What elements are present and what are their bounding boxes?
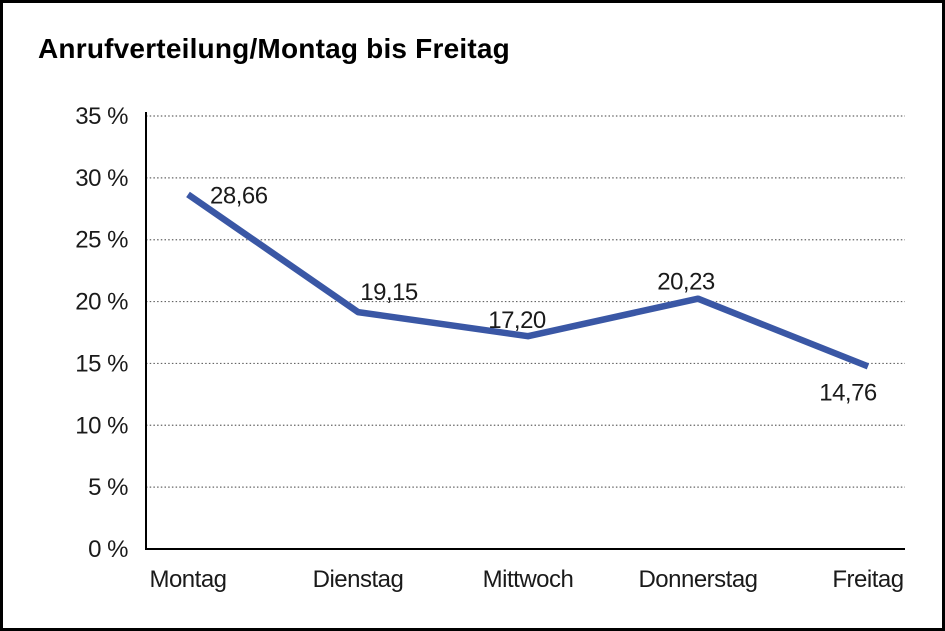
x-category-label: Mittwoch	[483, 566, 574, 593]
y-tick-label: 30 %	[75, 165, 128, 192]
y-tick-label: 20 %	[75, 289, 128, 316]
y-tick-label: 35 %	[75, 103, 128, 130]
y-tick-label: 25 %	[75, 227, 128, 254]
x-category-label: Freitag	[832, 566, 903, 593]
value-label: 28,66	[210, 182, 268, 209]
value-label: 14,76	[819, 379, 877, 406]
line-chart: 0 % 5 % 10 % 15 % 20 % 25 % 30 % 35 % Montag Dien…	[75, 103, 905, 593]
x-category-label: Montag	[149, 566, 226, 593]
chart-title: Anrufverteilung/Montag bis Freitag	[38, 33, 510, 64]
x-category-label: Dienstag	[313, 566, 404, 593]
value-label: 20,23	[657, 269, 715, 296]
y-tick-label: 15 %	[75, 350, 128, 377]
y-tick-label: 5 %	[88, 474, 128, 501]
y-tick-label: 0 %	[88, 536, 128, 563]
value-label: 19,15	[360, 279, 418, 306]
value-label: 17,20	[488, 307, 546, 334]
y-tick-label: 10 %	[75, 412, 128, 439]
data-line	[186, 191, 870, 370]
x-category-label: Donnerstag	[638, 566, 757, 593]
